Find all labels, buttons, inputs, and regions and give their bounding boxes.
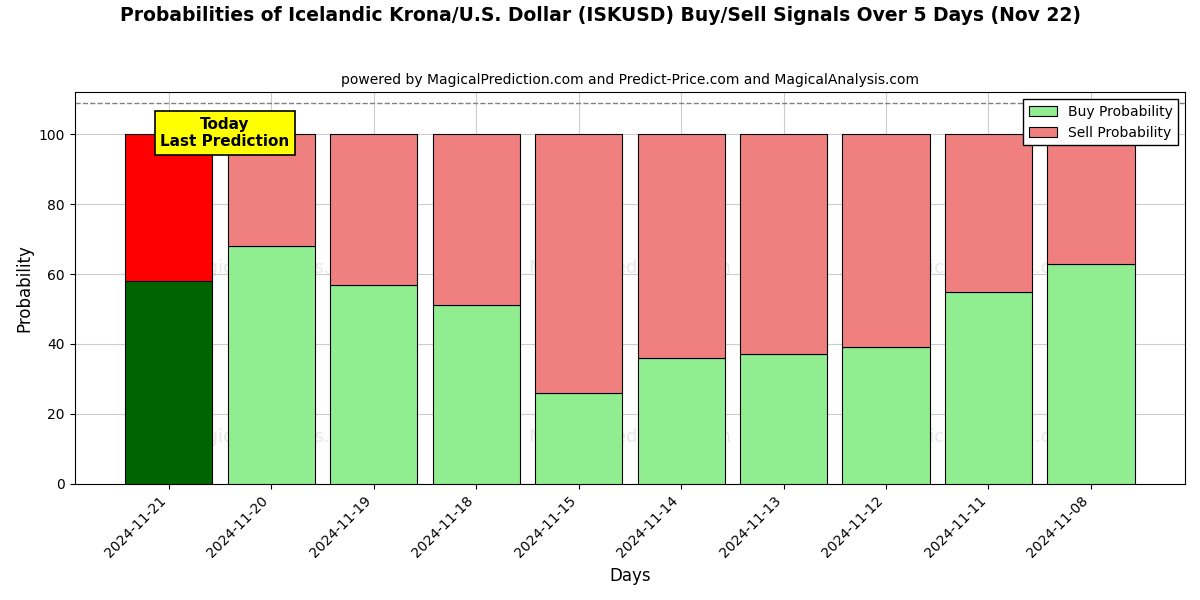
Bar — [125, 281, 212, 484]
Text: MagicalPrediction.com: MagicalPrediction.com — [528, 428, 731, 446]
Bar — [740, 134, 827, 355]
Bar — [432, 305, 520, 484]
Bar — [740, 355, 827, 484]
Bar — [535, 393, 622, 484]
Bar — [535, 134, 622, 393]
Text: MagicalPrediction.com: MagicalPrediction.com — [528, 259, 731, 277]
Bar — [637, 358, 725, 484]
Bar — [944, 134, 1032, 292]
Bar — [228, 246, 314, 484]
Bar — [842, 347, 930, 484]
Text: MagicalAnalysis.com: MagicalAnalysis.com — [892, 428, 1079, 446]
Bar — [125, 134, 212, 281]
Bar — [228, 134, 314, 246]
Bar — [637, 134, 725, 358]
Legend: Buy Probability, Sell Probability: Buy Probability, Sell Probability — [1024, 99, 1178, 145]
Bar — [1048, 263, 1134, 484]
Text: MagicalAnalysis.com: MagicalAnalysis.com — [180, 428, 368, 446]
Bar — [432, 134, 520, 305]
Bar — [330, 284, 418, 484]
Title: powered by MagicalPrediction.com and Predict-Price.com and MagicalAnalysis.com: powered by MagicalPrediction.com and Pre… — [341, 73, 919, 87]
X-axis label: Days: Days — [610, 567, 650, 585]
Y-axis label: Probability: Probability — [16, 244, 34, 332]
Text: MagicalAnalysis.com: MagicalAnalysis.com — [180, 259, 368, 277]
Text: MagicalAnalysis.com: MagicalAnalysis.com — [892, 259, 1079, 277]
Text: Today
Last Prediction: Today Last Prediction — [161, 117, 289, 149]
Bar — [842, 134, 930, 347]
Bar — [1048, 134, 1134, 263]
Text: Probabilities of Icelandic Krona/U.S. Dollar (ISKUSD) Buy/Sell Signals Over 5 Da: Probabilities of Icelandic Krona/U.S. Do… — [120, 6, 1080, 25]
Bar — [330, 134, 418, 284]
Bar — [944, 292, 1032, 484]
